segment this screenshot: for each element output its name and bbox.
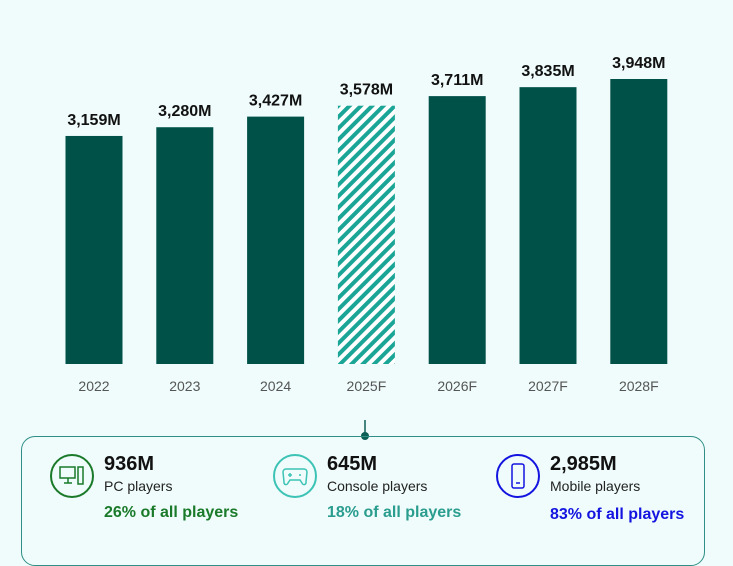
x-tick-label: 2027F xyxy=(528,378,568,394)
bar-chart: 3,159M 2022 3,280M 2023 3,427M 2024 3,578M 2025… xyxy=(65,55,668,436)
data-label: 3,578M xyxy=(340,82,393,99)
stat-label: Console players xyxy=(327,478,428,494)
bar-2023 xyxy=(156,127,214,364)
stat-share: 83% of all players xyxy=(550,506,685,523)
stat-mobile: 2,985M Mobile players 83% of all players xyxy=(496,452,684,524)
data-label: 3,159M xyxy=(67,112,120,129)
stat-share: 18% of all players xyxy=(327,504,462,521)
bar-2026F xyxy=(428,96,486,364)
bar-2025F xyxy=(337,105,395,365)
stat-value: 645M xyxy=(327,453,378,475)
stat-label: Mobile players xyxy=(550,478,641,494)
bar-2024 xyxy=(247,116,305,364)
data-label: 3,948M xyxy=(612,55,665,72)
stat-console: 645M Console players 18% of all players xyxy=(273,452,461,522)
x-tick-label: 2024 xyxy=(260,378,291,394)
data-label: 3,711M xyxy=(431,72,483,89)
gamepad-icon xyxy=(273,454,317,498)
x-tick-label: 2025F xyxy=(347,378,387,394)
bar-2027F xyxy=(519,87,577,365)
x-tick-label: 2022 xyxy=(78,378,109,394)
stat-share: 26% of all players xyxy=(104,504,239,521)
data-label: 3,835M xyxy=(521,63,574,80)
bar-2022 xyxy=(65,135,123,364)
x-tick-label: 2026F xyxy=(437,378,477,394)
stat-value: 936M xyxy=(104,453,155,475)
data-label: 3,427M xyxy=(249,93,302,110)
stat-value: 2,985M xyxy=(550,453,617,475)
stat-pc: 936M PC players 26% of all players xyxy=(50,452,238,522)
desktop-pc-icon xyxy=(50,454,94,498)
x-tick-label: 2023 xyxy=(169,378,200,394)
stat-label: PC players xyxy=(104,478,173,494)
mobile-phone-icon xyxy=(496,454,540,498)
x-tick-label: 2028F xyxy=(619,378,659,394)
data-label: 3,280M xyxy=(158,103,211,120)
bar-2028F xyxy=(610,79,668,364)
